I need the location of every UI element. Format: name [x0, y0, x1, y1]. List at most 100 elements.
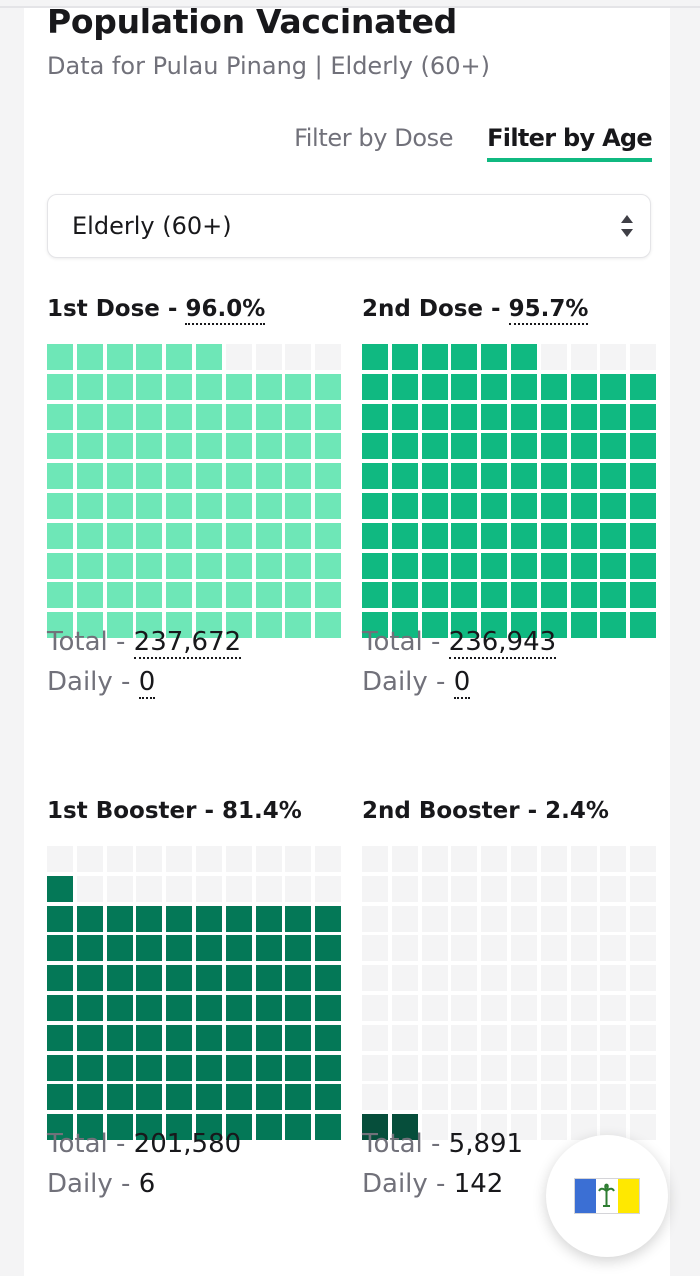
total-value[interactable]: 237,672: [133, 627, 242, 659]
waffle-cell: [136, 905, 163, 932]
panel-percent[interactable]: 96.0%: [185, 296, 266, 325]
page-subtitle: Data for Pulau Pinang | Elderly (60+): [47, 52, 490, 80]
waffle-cell: [421, 905, 448, 932]
waffle-cell: [315, 552, 342, 579]
penang-flag-icon: [575, 1179, 639, 1213]
total-value: 201,580: [133, 1129, 242, 1159]
waffle-cell: [47, 1024, 73, 1051]
waffle-cell: [362, 552, 388, 579]
panel-label: 2nd Dose: [362, 296, 484, 322]
panel-1st-dose: 1st Dose - 96.0% Total - 237,672 Daily -…: [47, 296, 342, 699]
waffle-cell: [481, 612, 508, 639]
waffle-cell: [47, 552, 73, 579]
waffle-cell: [136, 846, 163, 872]
waffle-cell: [47, 935, 73, 962]
waffle-cell: [225, 995, 252, 1021]
waffle-cell: [481, 552, 508, 579]
waffle-cell: [255, 433, 282, 460]
waffle-cell: [285, 433, 312, 460]
waffle-cell: [391, 1054, 418, 1081]
waffle-cell: [76, 935, 103, 962]
total-value[interactable]: 236,943: [448, 627, 557, 659]
waffle-cell: [451, 403, 478, 430]
waffle-cell: [76, 905, 103, 932]
waffle-cell: [421, 875, 448, 902]
waffle-cell: [196, 965, 222, 992]
waffle-cell: [196, 846, 222, 872]
waffle-cell: [225, 403, 252, 430]
waffle-cell: [47, 373, 73, 400]
waffle-cell: [285, 403, 312, 430]
total-label: Total: [47, 1129, 108, 1159]
tab-filter-by-age[interactable]: Filter by Age: [487, 124, 653, 162]
waffle-cell: [166, 582, 193, 609]
waffle-cell: [362, 493, 388, 519]
waffle-cell: [106, 935, 133, 962]
waffle-cell: [600, 522, 627, 549]
waffle-cell: [196, 373, 222, 400]
waffle-cell: [451, 612, 478, 639]
waffle-cell: [225, 965, 252, 992]
waffle-cell: [136, 995, 163, 1021]
waffle-cell: [570, 1024, 597, 1051]
waffle-cell: [255, 1114, 282, 1141]
waffle-cell: [362, 463, 388, 490]
waffle-cell: [511, 1024, 537, 1051]
panel-heading: 1st Dose - 96.0%: [47, 296, 339, 328]
waffle-cell: [481, 463, 508, 490]
waffle-cell: [136, 403, 163, 430]
waffle-cell: [196, 463, 222, 490]
waffle-grid: [362, 846, 657, 1141]
age-group-select[interactable]: Elderly (60+): [47, 194, 651, 258]
waffle-cell: [76, 373, 103, 400]
panel-stats: Total - 5,891 Daily - 142: [362, 1124, 523, 1204]
waffle-cell: [570, 1084, 597, 1111]
waffle-cell: [362, 522, 388, 549]
waffle-cell: [391, 522, 418, 549]
waffle-cell: [600, 1084, 627, 1111]
waffle-cell: [285, 552, 312, 579]
waffle-cell: [451, 875, 478, 902]
waffle-cell: [285, 1114, 312, 1141]
waffle-cell: [600, 433, 627, 460]
waffle-cell: [540, 403, 567, 430]
waffle-cell: [315, 905, 342, 932]
panel-percent[interactable]: 95.7%: [508, 296, 589, 325]
waffle-cell: [630, 373, 657, 400]
waffle-cell: [451, 1114, 478, 1141]
waffle-cell: [106, 493, 133, 519]
daily-value[interactable]: 0: [138, 667, 156, 699]
waffle-cell: [196, 344, 222, 370]
waffle-cell: [315, 344, 342, 370]
tab-filter-by-dose[interactable]: Filter by Dose: [294, 124, 454, 152]
waffle-cell: [391, 965, 418, 992]
waffle-cell: [451, 1084, 478, 1111]
state-flag-button[interactable]: [546, 1135, 668, 1257]
waffle-cell: [285, 1024, 312, 1051]
waffle-cell: [166, 612, 193, 639]
waffle-cell: [106, 905, 133, 932]
waffle-cell: [600, 1024, 627, 1051]
waffle-cell: [166, 965, 193, 992]
daily-value[interactable]: 0: [453, 667, 471, 699]
waffle-cell: [570, 582, 597, 609]
waffle-cell: [421, 1024, 448, 1051]
waffle-cell: [106, 433, 133, 460]
waffle-cell: [196, 1024, 222, 1051]
waffle-cell: [362, 1084, 388, 1111]
waffle-cell: [225, 522, 252, 549]
waffle-cell: [196, 905, 222, 932]
waffle-cell: [570, 875, 597, 902]
waffle-cell: [315, 875, 342, 902]
waffle-cell: [225, 905, 252, 932]
waffle-cell: [106, 846, 133, 872]
waffle-cell: [391, 875, 418, 902]
waffle-cell: [166, 875, 193, 902]
waffle-cell: [106, 1084, 133, 1111]
waffle-cell: [136, 965, 163, 992]
waffle-cell: [166, 1024, 193, 1051]
waffle-cell: [511, 846, 537, 872]
waffle-cell: [600, 612, 627, 639]
waffle-cell: [481, 1084, 508, 1111]
total-label: Total: [362, 627, 423, 657]
